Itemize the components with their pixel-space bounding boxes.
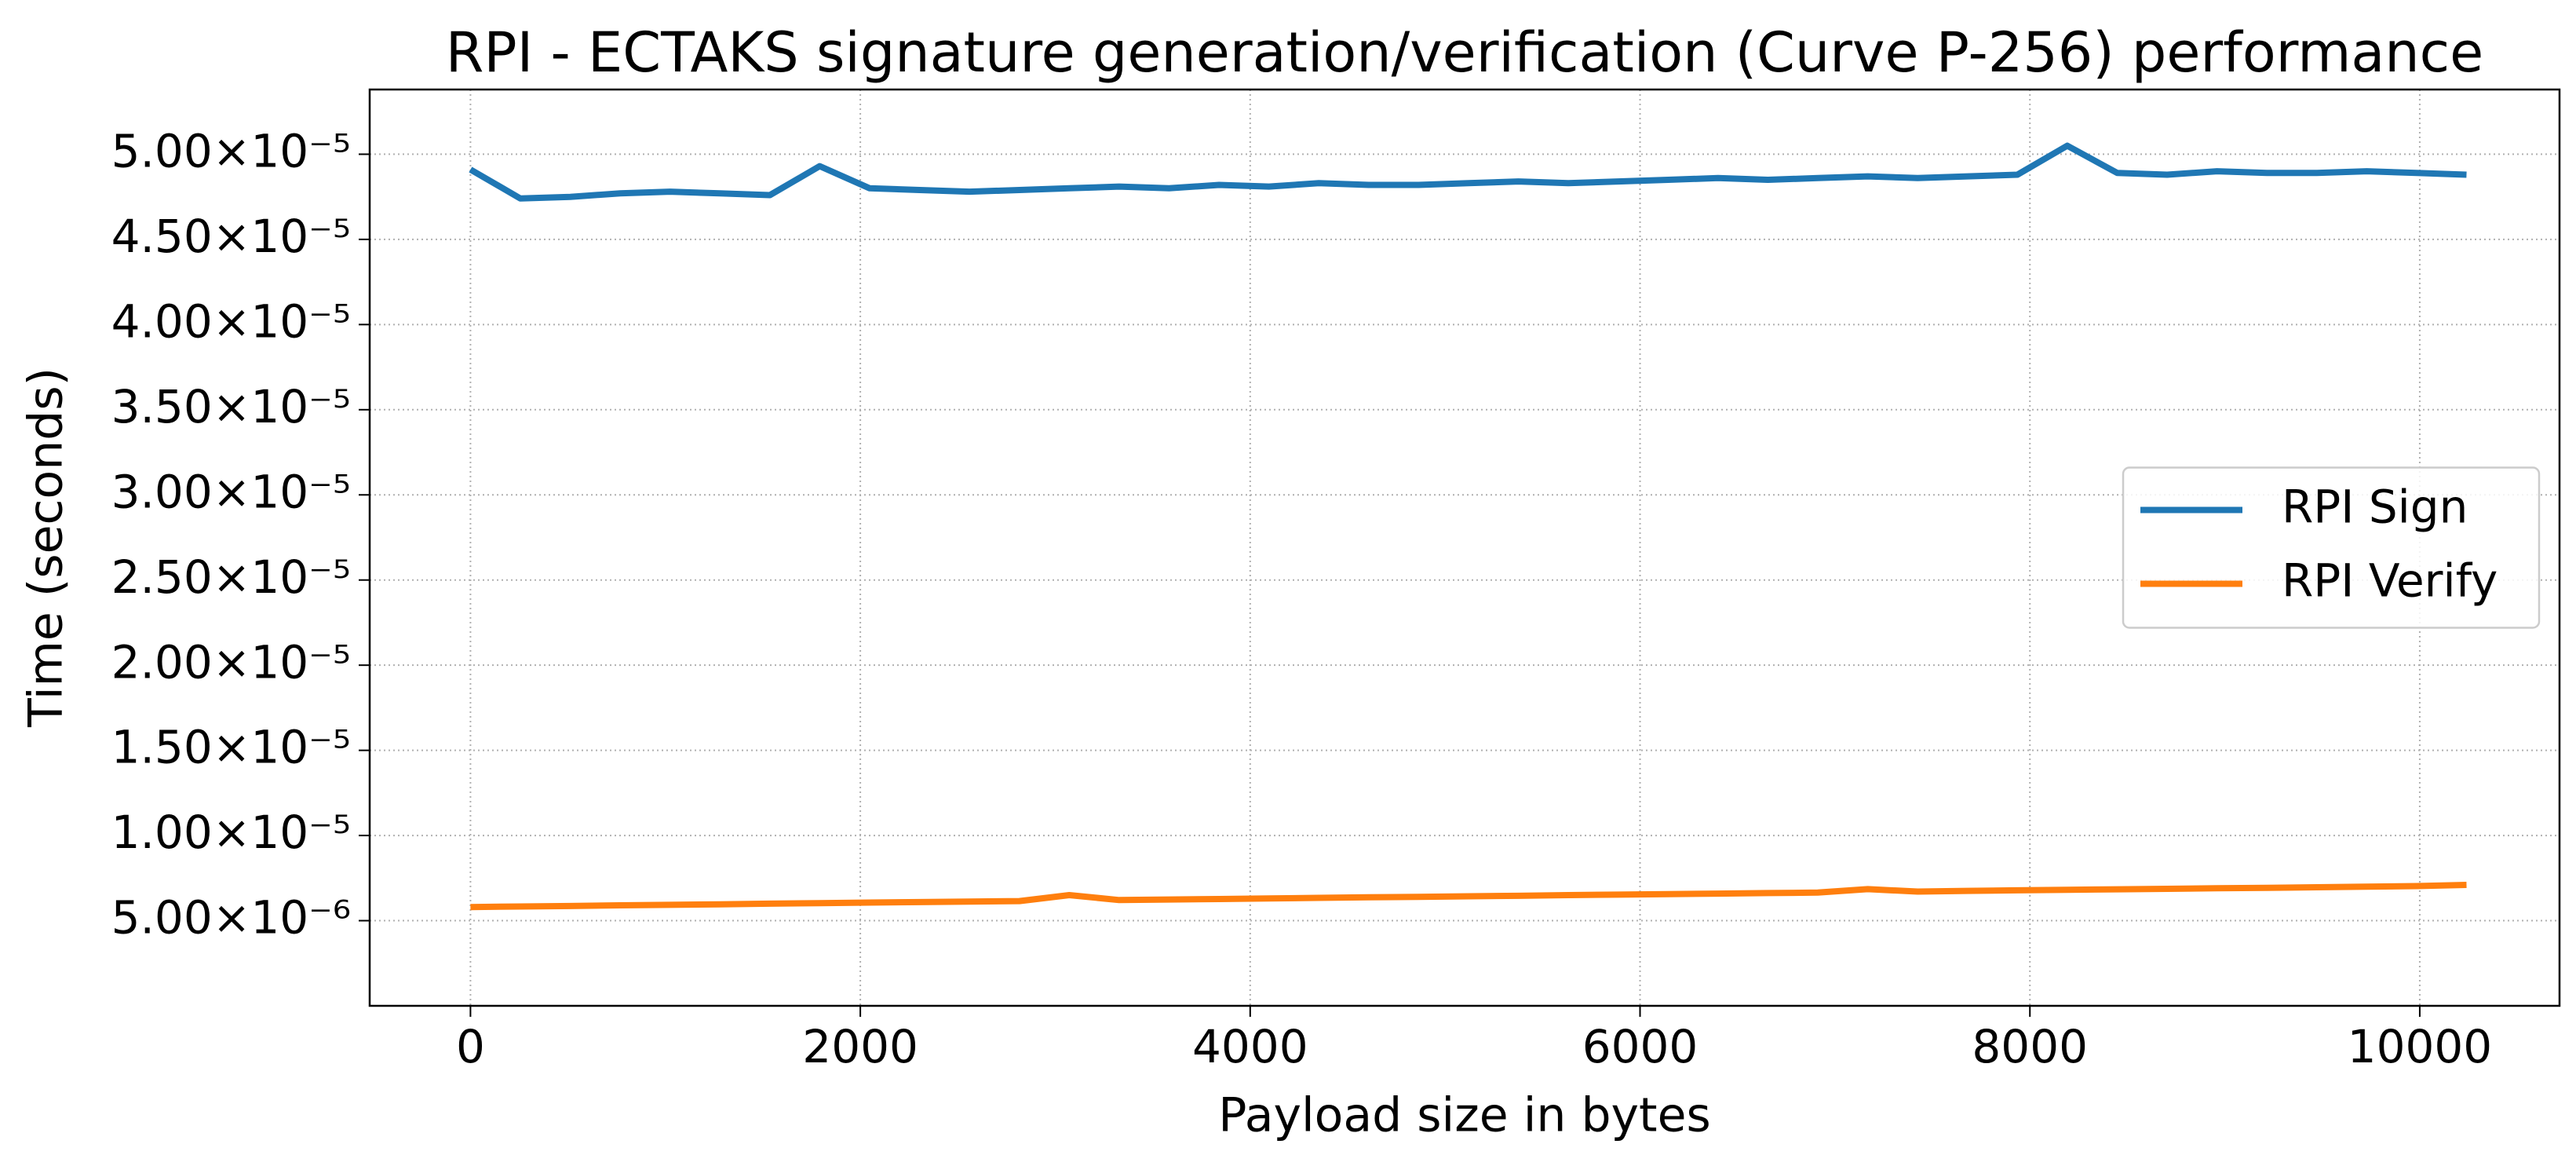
x-tick-label: 8000 [1972, 1020, 2088, 1073]
legend-label: RPI Sign [2282, 481, 2468, 534]
x-tick-label: 10000 [2348, 1020, 2493, 1073]
series-line [469, 142, 2467, 202]
y-tick-label: 5.00×10⁻⁶ [111, 891, 351, 945]
y-tick-label: 2.00×10⁻⁵ [111, 635, 351, 689]
y-tick-label: 3.50×10⁻⁵ [111, 380, 351, 433]
y-tick-label: 1.00×10⁻⁵ [111, 806, 351, 859]
x-tick-label: 0 [456, 1020, 485, 1073]
y-axis-label: Time (seconds) [19, 367, 74, 728]
x-tick-label: 6000 [1582, 1020, 1698, 1073]
y-tick-label: 4.50×10⁻⁵ [111, 210, 351, 263]
chart-title: RPI - ECTAKS signature generation/verifi… [446, 20, 2483, 85]
y-tick-label: 1.50×10⁻⁵ [111, 721, 351, 774]
legend: RPI Sign RPI Verify [2122, 466, 2541, 629]
x-tick-label: 2000 [802, 1020, 918, 1073]
plot-frame [368, 88, 2561, 1007]
y-tick-label: 5.00×10⁻⁵ [111, 125, 351, 178]
y-tick-label: 4.00×10⁻⁵ [111, 294, 351, 348]
y-tick-label: 2.50×10⁻⁵ [111, 550, 351, 604]
x-tick-label: 4000 [1192, 1020, 1308, 1073]
legend-label: RPI Verify [2282, 554, 2498, 608]
series-line [470, 882, 2467, 911]
y-tick-label: 3.00×10⁻⁵ [111, 465, 351, 518]
x-axis-label: Payload size in bytes [1218, 1088, 1711, 1143]
